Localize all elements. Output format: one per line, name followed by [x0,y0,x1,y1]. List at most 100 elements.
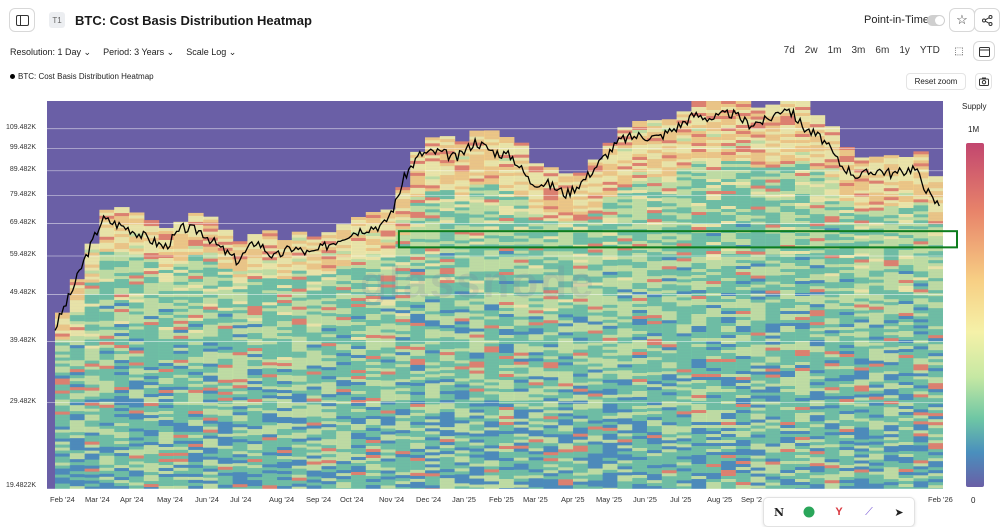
heatmap-cell [69,348,86,352]
heatmap-cell [262,413,278,417]
heatmap-cell [661,437,678,441]
heatmap-cell [306,359,322,363]
heatmap-cell [676,414,692,418]
heatmap-cell [158,386,174,391]
heatmap-cell [84,405,100,409]
calendar-icon[interactable] [973,41,995,61]
heatmap-cell [632,183,648,188]
heatmap-cell [99,416,115,420]
range-1y[interactable]: 1y [899,45,910,56]
heatmap-cell [217,304,234,308]
heatmap-cell [499,434,515,438]
heatmap-cell [336,389,352,393]
heatmap-cell [439,175,456,179]
heatmap-cell [143,391,160,395]
range-3m[interactable]: 3m [851,45,866,56]
range-2w[interactable]: 2w [804,45,818,56]
heatmap-cell [454,426,470,430]
heatmap-cell [173,260,189,265]
heatmap-cell [676,339,692,343]
range-6m[interactable]: 6m [875,45,890,56]
heatmap-cell [129,416,145,420]
heatmap-cell [380,335,396,339]
scale-select[interactable]: Scale Log ⌄ [186,47,237,57]
heatmap-cell [632,486,648,489]
heatmap-cell [721,119,737,123]
heatmap-cell [735,344,752,348]
heatmap-cell [587,441,604,445]
heatmap-cell [661,311,678,315]
range-ytd[interactable]: YTD [919,45,940,56]
heatmap-cell [617,268,633,272]
heatmap-cell [188,437,204,442]
heatmap-cell [499,458,515,462]
heatmap-cell [454,210,470,214]
star-icon[interactable]: ☆ [949,8,975,32]
heatmap-cell [173,248,189,253]
heatmap-cell [647,423,663,427]
heatmap-cell [247,441,263,445]
heatmap-cell [306,332,322,336]
heatmap-cell [188,260,204,265]
heatmap-cell [721,149,737,153]
heatmap-cell [262,383,278,387]
heatmap-cell [188,281,204,286]
heatmap-cell [735,257,752,261]
heatmap-cell [439,466,456,470]
heatmap-cell [454,402,470,406]
heatmap-cell [84,357,100,361]
heatmap-cell [573,193,589,197]
heatmap-cell [55,474,71,478]
heatmap-cell [691,317,707,321]
heatmap-cell [439,454,456,458]
heatmap-cell [617,148,633,152]
period-select[interactable]: Period: 3 Years ⌄ [103,47,175,57]
heatmap-cell [558,308,574,312]
heatmap-cell [573,376,589,380]
heatmap-cell [632,165,648,170]
reset-zoom-button[interactable]: Reset zoom [906,73,966,90]
heatmap-cell [617,274,633,278]
range-7d[interactable]: 7d [783,45,795,56]
heatmap-cell [454,234,470,238]
heatmap-cell [647,177,663,181]
heatmap-cell [188,401,204,406]
heatmap-cell [558,413,574,417]
point-in-time-toggle[interactable] [927,15,945,26]
range-1m[interactable]: 1m [827,45,842,56]
heatmap-cell [499,146,515,150]
heatmap-cell [735,266,752,270]
heatmap-cell [99,266,115,270]
heatmap-cell [647,249,663,253]
heatmap-cell [750,341,766,345]
heatmap-cell [439,229,456,233]
heatmap-cell [262,275,278,279]
resolution-select[interactable]: Resolution: 1 Day ⌄ [10,47,92,57]
heatmap-cell [706,359,722,363]
heatmap-cell [173,296,189,301]
heatmap-cell [513,424,530,428]
sidebar-toggle-icon[interactable] [9,8,35,32]
heatmap-cell [543,443,559,447]
heatmap-cell [321,463,337,467]
share-icon[interactable] [974,8,1000,32]
heatmap-cell [602,202,618,207]
heatmap-cell [114,384,130,388]
heatmap-cell [114,246,130,250]
heatmap-cell [336,374,352,378]
camera-icon[interactable] [975,73,992,90]
heatmap-cell [439,244,456,248]
heatmap-cell [469,334,485,338]
heatmap-cell [380,410,396,414]
heatmap-cell [203,297,219,301]
heatmap-cell [277,402,293,406]
heatmap-cell [439,442,456,446]
heatmap-cell [499,476,515,480]
heatmap-cell [632,477,648,482]
heatmap-cell [306,365,322,369]
heatmap-cell [647,273,663,277]
heatmap-cell [425,203,441,207]
zoom-select-icon[interactable]: ⬚ [950,43,968,59]
heatmap-cell [84,429,100,433]
heatmap-cell [262,485,278,489]
